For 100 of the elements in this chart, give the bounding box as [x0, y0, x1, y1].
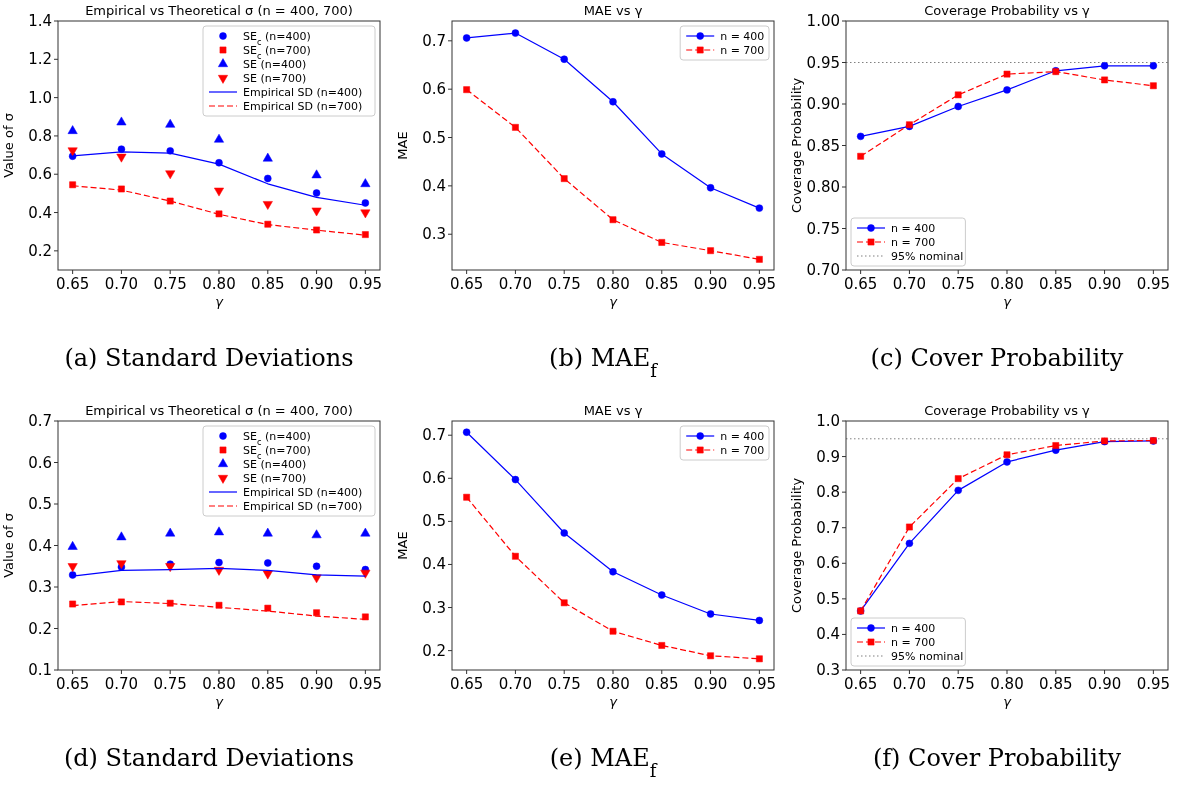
y-tick-label: 0.3 [422, 598, 446, 617]
x-tick-label: 0.75 [547, 275, 581, 293]
legend-label: n = 700 [891, 636, 936, 649]
x-tick-label: 0.80 [202, 675, 236, 693]
x-tick-label: 0.70 [104, 275, 139, 293]
x-axis-title: γ [609, 694, 619, 709]
x-tick-label: 0.80 [990, 275, 1024, 293]
y-tick-label: 0.75 [806, 219, 840, 238]
y-tick-label: 0.6 [816, 554, 840, 573]
legend-label: n = 400 [891, 622, 936, 635]
y-tick-label: 0.6 [422, 80, 446, 99]
y-tick-label: 0.2 [422, 641, 446, 660]
x-tick-label: 0.65 [449, 275, 484, 293]
y-tick-label: 0.5 [816, 589, 840, 608]
x-tick-label: 0.90 [1087, 275, 1122, 293]
legend-label: n = 700 [891, 236, 936, 249]
x-tick-label: 0.90 [299, 275, 334, 293]
y-tick-label: 0.3 [422, 225, 446, 244]
x-tick-label: 0.65 [55, 275, 90, 293]
x-tick-label: 0.80 [596, 675, 630, 693]
y-axis-title: Value of σ [1, 113, 16, 178]
x-tick-label: 0.85 [1039, 275, 1073, 293]
x-tick-label: 0.65 [55, 675, 90, 693]
x-tick-label: 0.80 [990, 675, 1024, 693]
y-tick-label: 1.00 [806, 12, 840, 30]
y-tick-label: 0.4 [816, 625, 840, 644]
legend-label: SE (n=400) [243, 58, 307, 71]
y-tick-label: 0.8 [28, 126, 52, 145]
x-axis-title: γ [609, 294, 619, 309]
x-tick-label: 0.70 [498, 275, 533, 293]
legend-label: SE (n=400) [243, 458, 307, 471]
y-tick-label: 1.0 [28, 88, 52, 107]
x-tick-label: 0.70 [892, 275, 927, 293]
y-tick-label: 0.4 [422, 176, 446, 195]
x-axis-title: γ [215, 294, 225, 309]
y-tick-label: 0.6 [28, 453, 52, 472]
y-tick-label: 0.5 [422, 512, 446, 531]
legend-label: n = 700 [720, 444, 765, 457]
legend-label: Empirical SD (n=400) [243, 486, 363, 499]
x-tick-label: 0.95 [1136, 275, 1171, 293]
x-tick-label: 0.90 [1087, 675, 1122, 693]
x-tick-label: 0.85 [251, 275, 285, 293]
legend-label: Empirical SD (n=400) [243, 86, 363, 99]
x-tick-label: 0.95 [348, 275, 383, 293]
y-tick-label: 0.2 [28, 241, 52, 260]
x-tick-label: 0.85 [251, 675, 285, 693]
x-tick-label: 0.75 [153, 275, 187, 293]
legend-label: SE$_{c}$ (n=700) [243, 44, 311, 61]
y-tick-label: 0.7 [422, 426, 446, 445]
x-tick-label: 0.90 [299, 675, 334, 693]
x-tick-label: 0.75 [153, 675, 187, 693]
x-tick-label: 0.90 [693, 275, 728, 293]
legend-label: 95% nominal [891, 650, 964, 663]
chart-title: Coverage Probability vs γ [924, 403, 1091, 418]
text: (b) MAE$_{f}$ [549, 344, 659, 381]
chart-title: Empirical vs Theoretical σ (n = 400, 700) [85, 403, 353, 418]
y-tick-label: 0.1 [28, 661, 52, 679]
y-tick-label: 0.3 [28, 578, 52, 596]
y-tick-label: 0.2 [28, 619, 52, 638]
x-tick-label: 0.75 [547, 675, 581, 693]
x-tick-label: 0.70 [104, 675, 139, 693]
y-tick-label: 0.5 [28, 495, 52, 513]
y-tick-label: 0.7 [28, 412, 52, 430]
x-tick-label: 0.95 [742, 275, 777, 293]
legend-label: n = 400 [720, 430, 765, 443]
y-axis-title: MAE [395, 531, 410, 560]
y-tick-label: 0.70 [806, 261, 840, 279]
x-tick-label: 0.95 [348, 675, 383, 693]
y-tick-label: 0.5 [422, 128, 446, 147]
y-tick-label: 0.4 [28, 536, 52, 555]
y-axis-title: Value of σ [1, 513, 16, 578]
y-tick-label: 0.95 [806, 53, 840, 72]
x-tick-label: 0.70 [892, 675, 927, 693]
y-tick-label: 0.9 [816, 447, 840, 466]
x-tick-label: 0.95 [1136, 675, 1171, 693]
chart-title: Coverage Probability vs γ [924, 3, 1091, 18]
x-axis-title: γ [1003, 694, 1013, 709]
x-tick-label: 0.85 [645, 275, 679, 293]
y-axis-title: Coverage Probability [789, 477, 804, 614]
text: (d) Standard Deviations [63, 744, 355, 772]
x-tick-label: 0.75 [941, 675, 975, 693]
text: (c) Cover Probability [870, 344, 1124, 372]
y-tick-label: 0.6 [28, 165, 52, 184]
y-tick-label: 0.6 [422, 469, 446, 488]
x-tick-label: 0.85 [645, 675, 679, 693]
y-tick-label: 0.80 [806, 178, 840, 196]
y-tick-label: 0.3 [816, 661, 840, 679]
x-tick-label: 0.70 [498, 675, 533, 693]
y-tick-label: 0.7 [422, 31, 446, 50]
x-tick-label: 0.85 [1039, 675, 1073, 693]
y-axis-title: MAE [395, 131, 410, 160]
legend-label: SE$_{c}$ (n=700) [243, 444, 311, 461]
legend-label: SE (n=700) [243, 72, 307, 85]
x-tick-label: 0.80 [596, 275, 630, 293]
y-tick-label: 0.7 [816, 518, 840, 537]
x-tick-label: 0.90 [693, 675, 728, 693]
y-tick-label: 0.8 [816, 483, 840, 502]
text: (f) Cover Probability [872, 744, 1122, 772]
y-axis-title: Coverage Probability [789, 77, 804, 214]
y-tick-label: 1.4 [28, 12, 52, 30]
